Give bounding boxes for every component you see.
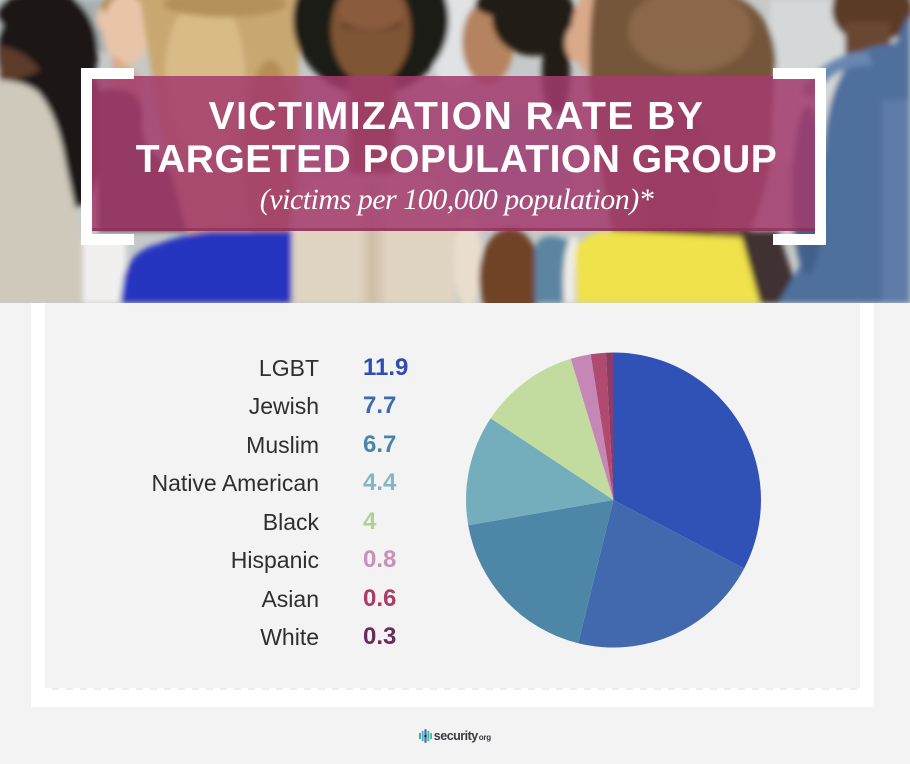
svg-text:security: security xyxy=(434,729,478,743)
svg-text:org: org xyxy=(479,733,491,742)
